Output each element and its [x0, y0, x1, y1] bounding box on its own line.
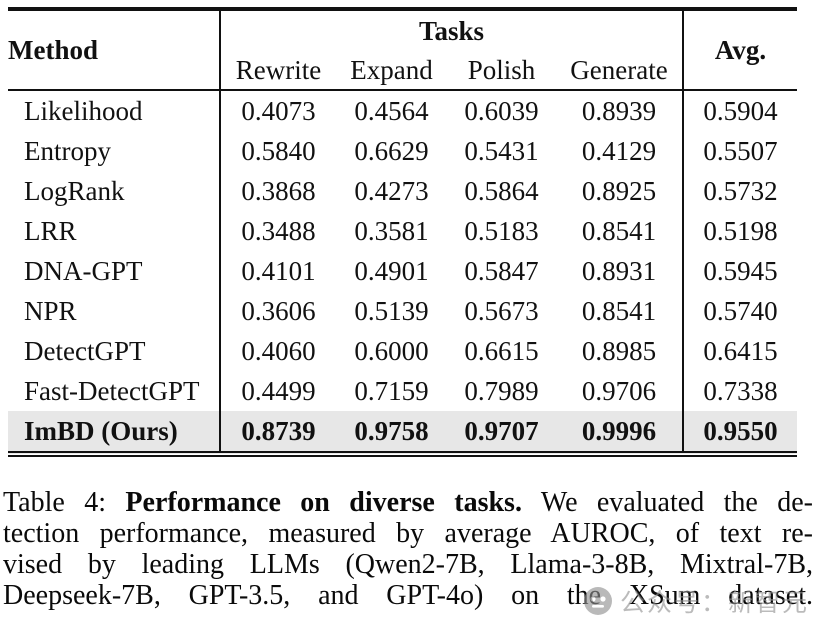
column-header-generate: Generate [556, 51, 683, 91]
cell-avg: 0.9550 [682, 411, 797, 454]
caption-line: Deepseek-7B, GPT-3.5, and GPT-4o) on the… [3, 580, 813, 611]
table-row: NPR 0.3606 0.5139 0.5673 0.8541 0.5740 [8, 291, 797, 331]
cell-value: 0.6000 [354, 335, 429, 366]
table-row: DetectGPT 0.4060 0.6000 0.6615 0.8985 0.… [8, 331, 797, 371]
cell-value: 0.5847 [464, 255, 539, 286]
method-name: LogRank [8, 171, 221, 211]
cell-value: 0.3581 [354, 215, 429, 246]
cell-avg: 0.5740 [682, 291, 797, 331]
cell-value: 0.4060 [241, 335, 316, 366]
cell-value: 0.9758 [336, 411, 447, 454]
cell-value: 0.9706 [581, 375, 657, 406]
column-header-polish: Polish [447, 51, 556, 91]
cell-value: 0.7989 [464, 375, 539, 406]
cell-value: 0.5431 [464, 135, 539, 166]
cell-value: 0.8541 [581, 215, 657, 246]
caption-line: Table 4: Performance on diverse tasks. W… [3, 487, 813, 518]
column-group-header-tasks: Tasks [418, 15, 485, 46]
results-table-wrap: Method Tasks Avg. Rewrite Expand Polish … [8, 7, 797, 457]
cell-value: 0.5864 [464, 175, 539, 206]
method-name: DetectGPT [8, 331, 221, 371]
cell-value: 0.6039 [464, 95, 539, 126]
cell-avg: 0.5507 [682, 131, 797, 171]
caption-text: vised by leading LLMs (Qwen2-7B, Llama-3… [3, 549, 813, 580]
table-row: LRR 0.3488 0.3581 0.5183 0.8541 0.5198 [8, 211, 797, 251]
cell-value: 0.4901 [354, 255, 429, 286]
cell-value: 0.8939 [581, 95, 657, 126]
cell-value: 0.3868 [241, 175, 316, 206]
cell-avg: 0.5904 [682, 90, 797, 131]
table-row-highlighted-ours: ImBD (Ours) 0.8739 0.9758 0.9707 0.9996 … [8, 411, 797, 454]
results-table: Method Tasks Avg. Rewrite Expand Polish … [8, 7, 797, 457]
cell-avg: 0.6415 [682, 331, 797, 371]
cell-value: 0.4499 [241, 375, 316, 406]
cell-value: 0.3606 [241, 295, 316, 326]
table-caption: Table 4: Performance on diverse tasks. W… [3, 487, 813, 611]
column-header-method: Method [8, 9, 221, 91]
method-name: ImBD (Ours) [8, 411, 221, 454]
method-name: DNA-GPT [8, 251, 221, 291]
cell-value: 0.6615 [464, 335, 539, 366]
method-name: NPR [8, 291, 221, 331]
cell-value: 0.8541 [581, 295, 657, 326]
cell-value: 0.4101 [241, 255, 316, 286]
cell-value: 0.5840 [241, 135, 316, 166]
cell-value: 0.9707 [447, 411, 556, 454]
cell-avg: 0.5198 [682, 211, 797, 251]
caption-text: Deepseek-7B, GPT-3.5, and GPT-4o) on the… [3, 580, 813, 611]
caption-line: vised by leading LLMs (Qwen2-7B, Llama-3… [3, 549, 813, 580]
caption-text: Table 4: [3, 487, 126, 518]
cell-value: 0.6629 [354, 135, 429, 166]
table-header: Method Tasks Avg. Rewrite Expand Polish … [8, 9, 797, 91]
column-header-rewrite: Rewrite [220, 51, 336, 91]
cell-avg: 0.7338 [682, 371, 797, 411]
cell-value: 0.5139 [354, 295, 429, 326]
cell-value: 0.4129 [581, 135, 657, 166]
cell-avg: 0.5945 [682, 251, 797, 291]
method-name: LRR [8, 211, 221, 251]
table-row: Likelihood 0.4073 0.4564 0.6039 0.8939 0… [8, 90, 797, 131]
caption-bold-text: Performance on diverse tasks. [125, 487, 522, 518]
table-row: Entropy 0.5840 0.6629 0.5431 0.4129 0.55… [8, 131, 797, 171]
caption-text: tection performance, measured by average… [3, 518, 813, 549]
caption-line: tection performance, measured by average… [3, 518, 813, 549]
caption-text: We evaluated the de- [521, 487, 814, 518]
column-header-expand: Expand [336, 51, 447, 91]
method-name: Entropy [8, 131, 221, 171]
cell-value: 0.8739 [220, 411, 336, 454]
cell-value: 0.4273 [354, 175, 429, 206]
method-name: Fast-DetectGPT [8, 371, 221, 411]
cell-value: 0.9996 [556, 411, 683, 454]
cell-value: 0.8925 [581, 175, 657, 206]
method-name: Likelihood [8, 90, 221, 131]
cell-value: 0.4073 [241, 95, 316, 126]
cell-value: 0.8931 [581, 255, 657, 286]
cell-value: 0.8985 [581, 335, 657, 366]
cell-value: 0.4564 [354, 95, 429, 126]
cell-value: 0.3488 [241, 215, 316, 246]
cell-value: 0.5183 [464, 215, 539, 246]
table-body: Likelihood 0.4073 0.4564 0.6039 0.8939 0… [8, 90, 797, 454]
table-row: LogRank 0.3868 0.4273 0.5864 0.8925 0.57… [8, 171, 797, 211]
cell-avg: 0.5732 [682, 171, 797, 211]
cell-value: 0.7159 [354, 375, 429, 406]
cell-value: 0.5673 [464, 295, 539, 326]
column-header-avg: Avg. [682, 9, 797, 91]
table-row: Fast-DetectGPT 0.4499 0.7159 0.7989 0.97… [8, 371, 797, 411]
table-row: DNA-GPT 0.4101 0.4901 0.5847 0.8931 0.59… [8, 251, 797, 291]
